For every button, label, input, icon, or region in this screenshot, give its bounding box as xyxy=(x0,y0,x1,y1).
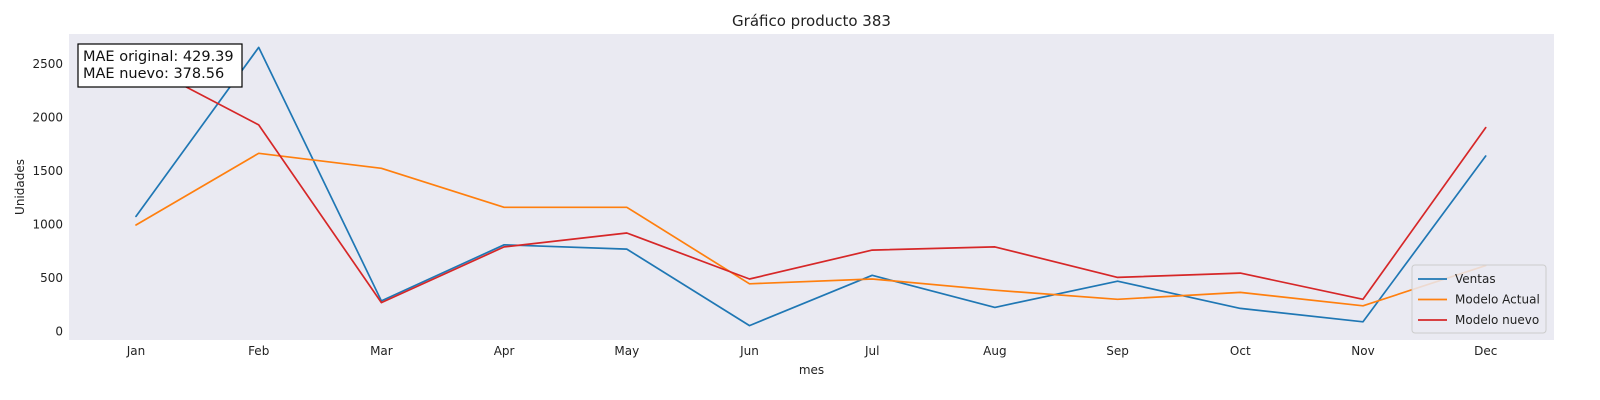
x-tick-label-sep: Sep xyxy=(1106,344,1129,358)
series-line-ventas xyxy=(135,46,1487,327)
y-tick-label-1000: 1000 xyxy=(32,217,63,231)
mae-annotation: MAE original: 429.39 MAE nuevo: 378.56 xyxy=(77,43,243,88)
x-tick-label-may: May xyxy=(614,344,639,358)
legend-label-modelo-nuevo: Modelo nuevo xyxy=(1455,313,1539,327)
x-tick-label-nov: Nov xyxy=(1351,344,1374,358)
x-tick-label-mar: Mar xyxy=(370,344,393,358)
x-tick-label-oct: Oct xyxy=(1230,344,1251,358)
x-tick-label-jan: Jan xyxy=(126,344,146,358)
y-axis-ticks: 0 500 1000 1500 2000 2500 xyxy=(32,57,63,338)
y-tick-label-500: 500 xyxy=(40,271,63,285)
x-axis-ticks: Jan Feb Mar Apr May Jun Jul Aug Sep Oct Nov Dec xyxy=(126,344,1498,358)
series-line-modelo-nuevo xyxy=(135,59,1487,304)
chart-title: Gráfico producto 383 xyxy=(732,12,891,30)
annotation-line-mae-original: MAE original: 429.39 xyxy=(83,49,234,65)
x-tick-label-apr: Apr xyxy=(494,344,515,358)
annotation-line-mae-nuevo: MAE nuevo: 378.56 xyxy=(83,66,224,82)
x-tick-label-feb: Feb xyxy=(248,344,269,358)
y-tick-label-0: 0 xyxy=(55,324,63,338)
plot-area-background xyxy=(69,34,1554,340)
x-tick-label-jul: Jul xyxy=(864,344,879,358)
legend-box xyxy=(1411,264,1547,334)
y-tick-label-2000: 2000 xyxy=(32,110,63,124)
legend-label-modelo-actual: Modelo Actual xyxy=(1455,293,1540,307)
annotation-box xyxy=(77,43,243,88)
y-tick-label-2500: 2500 xyxy=(32,57,63,71)
series-line-modelo-actual xyxy=(135,152,1487,307)
legend-label-ventas: Ventas xyxy=(1455,272,1496,286)
legend: Ventas Modelo Actual Modelo nuevo xyxy=(1411,264,1547,334)
y-axis-label: Unidades xyxy=(13,159,27,215)
x-axis-label: mes xyxy=(799,363,824,377)
x-tick-label-aug: Aug xyxy=(983,344,1006,358)
y-tick-label-1500: 1500 xyxy=(32,164,63,178)
series-lines xyxy=(135,46,1487,327)
x-tick-label-jun: Jun xyxy=(739,344,759,358)
x-tick-label-dec: Dec xyxy=(1474,344,1497,358)
